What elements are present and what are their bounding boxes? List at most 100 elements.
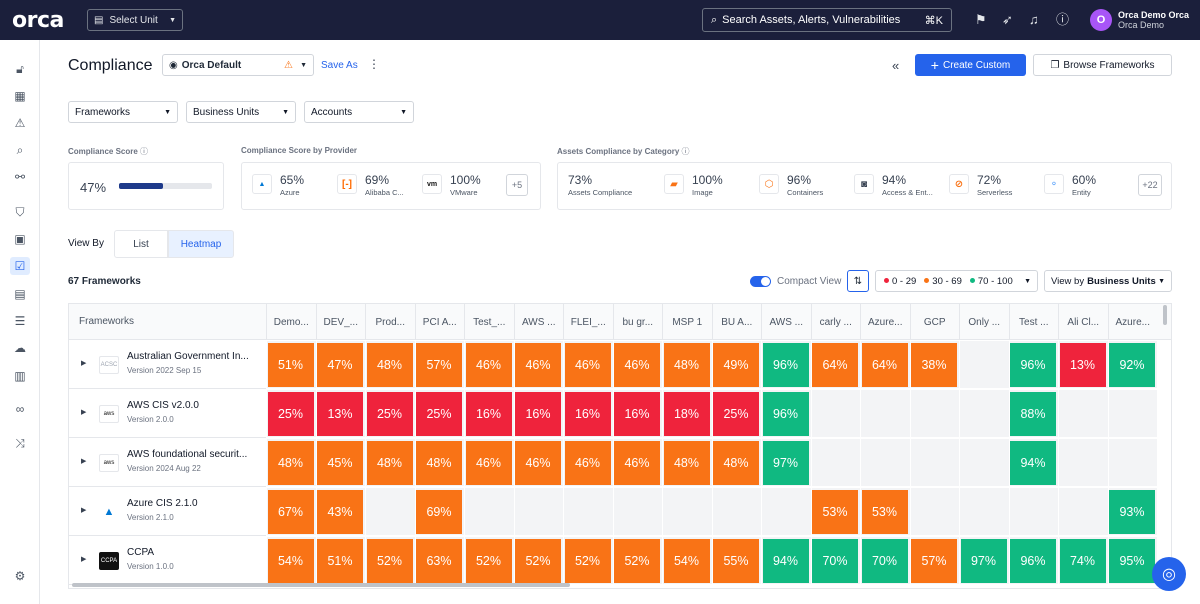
compact-view-toggle[interactable] [750, 276, 771, 287]
heatmap-cell[interactable]: 25% [416, 392, 462, 436]
heatmap-cell[interactable]: 16% [465, 392, 512, 436]
heatmap-cell[interactable]: 52% [465, 539, 512, 583]
column-header[interactable]: Test ... [1008, 304, 1059, 340]
column-header[interactable]: Azure... [860, 304, 910, 340]
lock-icon[interactable]: 🔓︎ [16, 61, 24, 76]
table-row[interactable]: ▶ ▲ Azure CIS 2.1.0 Version 2.1.0 [69, 488, 266, 536]
inventory-icon[interactable]: ▥ [14, 369, 26, 383]
save-as-link[interactable]: Save As [321, 60, 358, 71]
heatmap-cell[interactable]: 57% [911, 539, 957, 583]
score-range-legend[interactable]: 0 - 29 30 - 69 70 - 100 ▼ [875, 270, 1038, 292]
briefcase-icon[interactable]: ▣ [14, 232, 26, 246]
chevron-right-icon[interactable]: ▶ [81, 360, 87, 367]
heatmap-cell[interactable]: 94% [762, 539, 809, 583]
heatmap-cell[interactable]: 48% [416, 441, 462, 485]
chevron-right-icon[interactable]: ▶ [81, 507, 87, 514]
column-header[interactable]: FLEI_... [563, 304, 613, 340]
create-custom-button[interactable]: + Create Custom [915, 54, 1026, 76]
shield-icon[interactable]: ⛉ [15, 204, 25, 219]
heatmap-cell[interactable]: 55% [713, 539, 759, 583]
heatmap-cell[interactable]: 25% [366, 392, 413, 436]
heatmap-cell[interactable]: 16% [515, 392, 561, 436]
heatmap-cell[interactable]: 64% [812, 343, 858, 387]
search-icon[interactable]: ⌕ [16, 142, 24, 157]
more-providers-button[interactable]: +5 [506, 174, 528, 196]
heatmap-cell[interactable]: 96% [1010, 539, 1056, 583]
column-header[interactable]: BU A... [711, 304, 762, 340]
heatmap-cell[interactable]: 57% [416, 343, 462, 387]
heatmap-cell[interactable]: 52% [564, 539, 611, 583]
cloud-icon[interactable]: ☁ [14, 341, 26, 355]
column-header[interactable]: carly ... [810, 304, 861, 340]
heatmap-cell[interactable]: 25% [713, 392, 759, 436]
heatmap-cell[interactable]: 18% [663, 392, 710, 436]
heatmap-cell[interactable]: 97% [960, 539, 1007, 583]
framework-name[interactable]: AWS CIS v2.0.0 [127, 400, 199, 411]
column-header[interactable]: PCI A... [414, 304, 465, 340]
heatmap-cell[interactable]: 88% [1010, 392, 1056, 436]
business-units-filter[interactable]: Business Units ▼ [186, 101, 296, 123]
table-row[interactable]: ▶ CCPA CCPA Version 1.0.0 [69, 537, 266, 585]
framework-name[interactable]: Azure CIS 2.1.0 [127, 498, 198, 509]
heatmap-cell[interactable]: 54% [267, 539, 314, 583]
integrations-icon[interactable]: ∞ [15, 402, 25, 416]
heatmap-cell[interactable]: 13% [1059, 343, 1106, 387]
column-header[interactable]: Test_... [464, 304, 514, 340]
column-header[interactable]: AWS ... [761, 304, 811, 340]
heatmap-cell[interactable]: 46% [564, 441, 611, 485]
column-header[interactable]: MSP 1 [662, 304, 712, 340]
heatmap-cell[interactable]: 53% [861, 490, 908, 534]
heatmap-cell[interactable]: 69% [416, 490, 462, 534]
report-icon[interactable]: ▤ [14, 287, 26, 301]
global-search[interactable]: ⌕ Search Assets, Alerts, Vulnerabilities… [702, 8, 952, 32]
alert-icon[interactable]: ⚠ [14, 116, 26, 130]
heatmap-cell[interactable]: 46% [614, 343, 660, 387]
bell-icon[interactable]: ♫ [1029, 12, 1039, 27]
heatmap-cell[interactable]: 52% [614, 539, 660, 583]
heatmap-cell[interactable]: 46% [515, 441, 561, 485]
column-header[interactable]: DEV_... [315, 304, 366, 340]
heatmap-cell[interactable]: 25% [267, 392, 314, 436]
heatmap-cell[interactable]: 38% [911, 343, 957, 387]
browse-frameworks-button[interactable]: ❐ Browse Frameworks [1033, 54, 1172, 76]
heatmap-cell[interactable]: 96% [762, 392, 809, 436]
table-row[interactable]: ▶ ACSC Australian Government In... Version … [69, 341, 266, 389]
heatmap-cell[interactable]: 97% [762, 441, 809, 485]
heatmap-cell[interactable]: 48% [366, 441, 413, 485]
framework-name[interactable]: AWS foundational securit... [127, 449, 248, 460]
view-heatmap-tab[interactable]: Heatmap [168, 230, 234, 258]
more-categories-button[interactable]: +22 [1138, 174, 1162, 196]
more-menu-icon[interactable]: ⋮ [368, 57, 380, 71]
column-header[interactable]: Ali Cl... [1058, 304, 1108, 340]
dashboard-icon[interactable]: ▦ [14, 89, 26, 103]
heatmap-cell[interactable]: 45% [317, 441, 363, 485]
flag-icon[interactable]: ⚑ [975, 12, 987, 27]
framework-name[interactable]: CCPA [127, 547, 155, 558]
column-header[interactable]: Demo... [266, 304, 316, 340]
heatmap-cell[interactable]: 54% [663, 539, 710, 583]
heatmap-cell[interactable]: 48% [713, 441, 759, 485]
heatmap-cell[interactable]: 70% [861, 539, 908, 583]
frameworks-filter[interactable]: Frameworks ▼ [68, 101, 178, 123]
heatmap-cell[interactable]: 48% [267, 441, 314, 485]
heatmap-cell[interactable]: 95% [1109, 539, 1155, 583]
heatmap-cell[interactable]: 93% [1109, 490, 1155, 534]
heatmap-cell[interactable]: 47% [317, 343, 363, 387]
rocket-icon[interactable]: ➶ [1002, 12, 1013, 27]
heatmap-cell[interactable]: 48% [663, 441, 710, 485]
chat-help-icon[interactable]: ◎ [1152, 557, 1186, 591]
heatmap-cell[interactable]: 96% [1010, 343, 1056, 387]
heatmap-cell[interactable]: 46% [515, 343, 561, 387]
column-header[interactable]: AWS ... [513, 304, 564, 340]
heatmap-cell[interactable]: 16% [564, 392, 611, 436]
heatmap-cell[interactable]: 53% [812, 490, 858, 534]
heatmap-cell[interactable]: 46% [614, 441, 660, 485]
heatmap-cell[interactable]: 46% [465, 441, 512, 485]
vertical-scrollbar[interactable] [1163, 305, 1167, 325]
heatmap-cell[interactable]: 52% [515, 539, 561, 583]
heatmap-cell[interactable]: 43% [317, 490, 363, 534]
sort-icon[interactable]: ⇅ [847, 270, 869, 292]
compliance-icon[interactable]: ☑ [10, 257, 30, 275]
help-icon[interactable]: ⓘ [1056, 12, 1070, 27]
orca-logo[interactable]: orca [12, 8, 64, 33]
